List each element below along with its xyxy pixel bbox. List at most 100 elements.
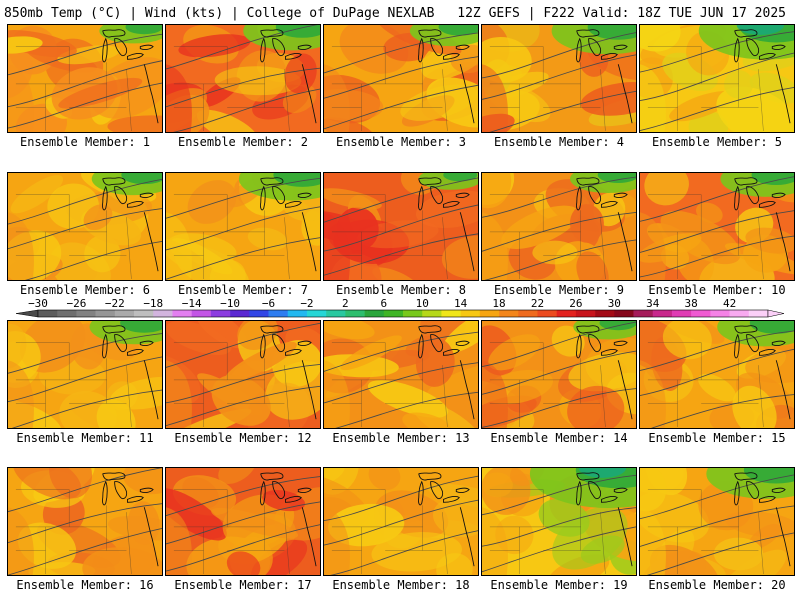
temperature-colorbar: −30 −26 −22 −18 −14 −10 −6 −2 2 6 10 14 18 22 26 30 34 38…: [15, 297, 785, 318]
colorbar-swatch: [499, 310, 519, 317]
colorbar-tick-label: −6: [262, 297, 275, 310]
colorbar-swatch: [441, 310, 461, 317]
colorbar-swatch: [671, 310, 692, 317]
colorbar-tick-label: 38: [685, 297, 698, 310]
ensemble-member-label: Ensemble Member: 12: [174, 431, 312, 445]
ensemble-member-map: [165, 24, 321, 133]
temperature-field: [166, 321, 320, 428]
colorbar-tick-label: 22: [531, 297, 544, 310]
colorbar-tick-label: −10: [220, 297, 240, 310]
colorbar-swatch: [38, 310, 58, 317]
colorbar-swatch: [710, 310, 730, 317]
temperature-field: [324, 173, 478, 280]
temperature-field: [640, 468, 794, 575]
colorbar-tick-label: −2: [300, 297, 313, 310]
ensemble-member-label: Ensemble Member: 5: [651, 135, 783, 149]
ensemble-member-map: [639, 320, 795, 429]
ensemble-member-label: Ensemble Member: 13: [332, 431, 470, 445]
colorbar-swatch: [249, 310, 269, 317]
ensemble-member-label: Ensemble Member: 17: [174, 578, 312, 592]
ensemble-member-map: [323, 320, 479, 429]
ensemble-member-label: Ensemble Member: 18: [332, 578, 470, 592]
ensemble-member-label: Ensemble Member: 7: [177, 283, 309, 297]
temperature-field: [166, 468, 320, 575]
ensemble-member-label: Ensemble Member: 6: [19, 283, 151, 297]
colorbar-swatch: [383, 310, 404, 317]
ensemble-member-label: Ensemble Member: 16: [16, 578, 154, 592]
colorbar-swatch: [537, 310, 557, 317]
colorbar-tick-label: 2: [342, 297, 349, 310]
ensemble-member-map: [481, 467, 637, 576]
temperature-field: [8, 25, 162, 132]
ensemble-member-map: [165, 320, 321, 429]
colorbar-swatch: [364, 310, 385, 317]
temperature-field: [482, 173, 636, 280]
ensemble-member-label: Ensemble Member: 2: [177, 135, 309, 149]
colorbar-tick-label: 30: [608, 297, 621, 310]
ensemble-member-map: [165, 172, 321, 281]
ensemble-member-label: Ensemble Member: 20: [648, 578, 786, 592]
colorbar-tick-label: 6: [380, 297, 387, 310]
ensemble-member-map: [323, 24, 479, 133]
ensemble-member-map: [639, 24, 795, 133]
colorbar-swatch: [287, 310, 308, 317]
colorbar-tick-label: 18: [492, 297, 505, 310]
ensemble-member-label: Ensemble Member: 14: [490, 431, 628, 445]
colorbar-swatch: [230, 310, 250, 317]
temperature-field: [640, 321, 794, 428]
colorbar-swatch: [422, 310, 442, 317]
ensemble-member-label: Ensemble Member: 9: [493, 283, 625, 297]
temperature-field: [8, 468, 162, 575]
ensemble-member-label: Ensemble Member: 10: [648, 283, 786, 297]
model-run-info: 12Z GEFS | F222 Valid: 18Z TUE JUN 17 20…: [457, 6, 786, 21]
ensemble-member-map: [7, 24, 163, 133]
ensemble-member-label: Ensemble Member: 3: [335, 135, 467, 149]
colorbar-tick-label: −14: [182, 297, 202, 310]
ensemble-member-map: [639, 172, 795, 281]
ensemble-member-label: Ensemble Member: 19: [490, 578, 628, 592]
chart-title: 850mb Temp (°C) | Wind (kts) | College o…: [4, 6, 435, 21]
colorbar-swatch: [556, 310, 577, 317]
colorbar-swatch: [268, 310, 289, 317]
ensemble-member-label: Ensemble Member: 8: [335, 283, 467, 297]
ensemble-member-label: Ensemble Member: 4: [493, 135, 625, 149]
ensemble-member-label: Ensemble Member: 1: [19, 135, 151, 149]
colorbar-swatch: [518, 310, 538, 317]
colorbar-swatch: [729, 310, 750, 317]
ensemble-member-map: [165, 467, 321, 576]
colorbar-tick-label: 34: [646, 297, 660, 310]
colorbar-swatch: [614, 310, 634, 317]
colorbar-swatch: [691, 310, 711, 317]
ensemble-member-map: [639, 467, 795, 576]
colorbar-swatch: [191, 310, 212, 317]
colorbar-swatch: [172, 310, 192, 317]
ensemble-member-label: Ensemble Member: 15: [648, 431, 786, 445]
temperature-field: [166, 173, 320, 280]
temperature-field: [482, 25, 636, 132]
ensemble-member-map: [7, 320, 163, 429]
temperature-field: [324, 321, 478, 428]
colorbar-swatch: [306, 310, 327, 317]
ensemble-member-map: [481, 24, 637, 133]
colorbar-tick-label: 14: [454, 297, 468, 310]
temperature-field: [8, 173, 162, 280]
colorbar-min-arrow: [15, 309, 39, 318]
colorbar-swatch: [345, 310, 365, 317]
temperature-field: [166, 25, 320, 132]
colorbar-tick-label: 26: [569, 297, 582, 310]
ensemble-member-map: [323, 172, 479, 281]
colorbar-swatch: [210, 310, 231, 317]
colorbar-tick-label: −18: [143, 297, 163, 310]
colorbar-swatch: [134, 310, 154, 317]
temperature-field: [482, 321, 636, 428]
ensemble-member-map: [323, 467, 479, 576]
colorbar-swatch: [153, 310, 173, 317]
temperature-field: [324, 468, 478, 575]
colorbar-swatch: [479, 310, 500, 317]
colorbar-swatch: [460, 310, 481, 317]
ensemble-member-label: Ensemble Member: 11: [16, 431, 154, 445]
colorbar-tick-label: 10: [416, 297, 429, 310]
temperature-field: [324, 25, 478, 132]
colorbar-swatch: [76, 310, 96, 317]
ensemble-member-map: [481, 320, 637, 429]
